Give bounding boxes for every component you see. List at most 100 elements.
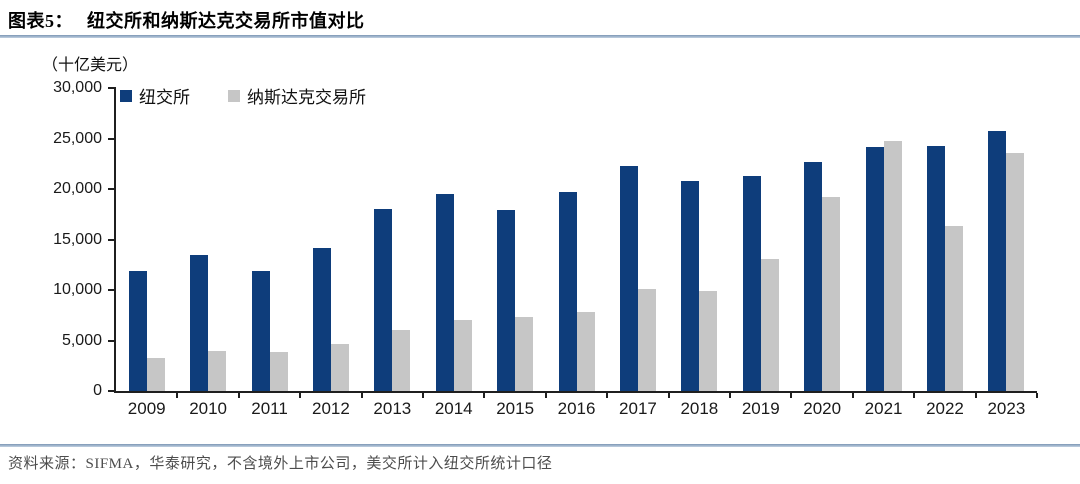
x-axis-tick-2014 xyxy=(483,393,486,398)
y-axis-label-20000: 20,000 xyxy=(53,180,102,197)
legend-label-nasdaq: 纳斯达克交易所 xyxy=(247,88,366,107)
bar-group-2016: 2016 xyxy=(546,88,609,418)
bar-nasdaq-2011 xyxy=(269,352,288,391)
x-axis-label-2014: 2014 xyxy=(434,399,473,418)
bar-nyse-2019 xyxy=(742,176,761,391)
bar-nasdaq-2023 xyxy=(1006,153,1025,391)
x-axis-tick-2019 xyxy=(790,393,793,398)
y-axis-label-10000: 10,000 xyxy=(53,281,102,298)
bar-nyse-2021 xyxy=(865,147,884,391)
x-axis-label-2021: 2021 xyxy=(864,399,903,418)
bar-nasdaq-2018 xyxy=(699,291,718,391)
y-axis-label-5000: 5,000 xyxy=(61,331,102,349)
y-axis-tick-25000 xyxy=(108,137,116,140)
bar-nasdaq-2017 xyxy=(637,289,656,391)
axis-unit-label: （十亿美元） xyxy=(42,57,139,74)
header-divider xyxy=(0,35,1080,38)
y-axis-label-15000: 15,000 xyxy=(53,230,102,248)
bar-group-2009: 2009 xyxy=(116,88,179,418)
chart-legend: 纽交所 纳斯达克交易所 xyxy=(120,83,366,108)
bar-group-2012: 2012 xyxy=(300,88,363,418)
x-axis-label-2018: 2018 xyxy=(680,399,719,418)
bar-group-2010: 2010 xyxy=(177,88,240,418)
plot-area: 纽交所 纳斯达克交易所 2009 2010 2011 2012 2013 2014 2015… xyxy=(53,79,1039,418)
x-axis-label-2013: 2013 xyxy=(373,399,412,418)
bar-nyse-2023 xyxy=(988,131,1007,391)
bar-nasdaq-2015 xyxy=(515,317,534,391)
bar-group-2015: 2015 xyxy=(484,88,547,418)
bar-nasdaq-2021 xyxy=(883,141,902,391)
bar-nasdaq-2020 xyxy=(822,197,841,391)
y-axis-label-0: 0 xyxy=(93,382,102,399)
source-note: 资料来源：SIFMA，华泰研究，不含境外上市公司，美交所计入纽交所统计口径 xyxy=(8,456,553,472)
bar-nyse-2009 xyxy=(128,271,147,391)
y-axis-tick-0 xyxy=(108,390,116,392)
legend-item-nasdaq: 纳斯达克交易所 xyxy=(228,83,366,108)
bar-nasdaq-2019 xyxy=(760,259,779,391)
x-axis-label-2009: 2009 xyxy=(127,399,166,418)
y-axis-tick-15000 xyxy=(108,238,116,241)
x-axis-tick-2009 xyxy=(176,393,179,398)
bar-group-2017: 2017 xyxy=(607,88,670,418)
bar-nyse-2022 xyxy=(926,146,945,391)
chart-title-row: 图表5： 纽交所和纳斯达克交易所市值对比 xyxy=(8,7,365,33)
bar-group-2019: 2019 xyxy=(730,88,793,418)
x-axis-tick-2017 xyxy=(667,393,670,398)
figure-label: 图表5： xyxy=(8,11,73,31)
x-axis-label-2011: 2011 xyxy=(251,399,288,418)
bar-nyse-2015 xyxy=(497,210,516,391)
x-axis-tick-2016 xyxy=(606,393,609,398)
x-axis-tick-2022 xyxy=(974,393,977,398)
footer-divider xyxy=(0,444,1080,447)
bar-group-2013: 2013 xyxy=(362,88,425,418)
bar-nasdaq-2010 xyxy=(208,351,227,391)
legend-label-nyse: 纽交所 xyxy=(139,88,190,107)
x-axis-label-2015: 2015 xyxy=(496,399,535,418)
bar-groups: 2009 2010 2011 2012 2013 2014 2015 2016 2017 2018… xyxy=(116,88,1039,418)
y-axis-tick-30000 xyxy=(108,87,116,89)
bar-nasdaq-2014 xyxy=(453,320,472,391)
x-axis-label-2017: 2017 xyxy=(619,399,657,418)
bar-nyse-2010 xyxy=(190,255,209,391)
bar-nasdaq-2016 xyxy=(576,312,595,391)
bar-group-2021: 2021 xyxy=(853,88,916,418)
x-axis-tick-2012 xyxy=(360,393,363,398)
y-axis-label-30000: 30,000 xyxy=(53,79,102,96)
y-axis-tick-20000 xyxy=(108,188,116,190)
x-axis-label-2020: 2020 xyxy=(803,399,842,418)
bar-nasdaq-2009 xyxy=(146,358,165,391)
bar-nyse-2013 xyxy=(374,209,393,391)
x-axis-tick-2010 xyxy=(237,393,240,398)
x-axis-label-2016: 2016 xyxy=(557,399,596,418)
nasdaq-swatch-icon xyxy=(228,89,240,102)
bar-nyse-2018 xyxy=(681,181,700,391)
bar-nyse-2020 xyxy=(804,162,823,391)
page-title: 纽交所和纳斯达克交易所市值对比 xyxy=(87,11,365,31)
x-axis-tick-2018 xyxy=(729,393,732,398)
x-axis-tick-2020 xyxy=(851,393,854,398)
bar-group-2011: 2011 xyxy=(239,88,302,418)
bar-group-2014: 2014 xyxy=(423,88,486,418)
bar-nyse-2016 xyxy=(558,192,577,391)
bar-group-2020: 2020 xyxy=(791,88,854,418)
bar-nasdaq-2013 xyxy=(392,330,411,391)
y-axis-tick-10000 xyxy=(108,289,116,291)
x-axis-tick-2011 xyxy=(299,393,302,398)
x-axis-tick-2013 xyxy=(422,393,425,398)
bar-nyse-2012 xyxy=(312,248,331,391)
x-axis-label-2019: 2019 xyxy=(741,399,780,418)
x-axis-label-2023: 2023 xyxy=(987,399,1026,418)
bar-nyse-2011 xyxy=(251,271,270,391)
bar-nyse-2017 xyxy=(619,166,638,391)
x-axis-label-2010: 2010 xyxy=(189,399,228,418)
bar-nasdaq-2012 xyxy=(330,344,349,391)
nyse-swatch-icon xyxy=(120,89,132,102)
x-axis-tick-2023 xyxy=(1036,393,1039,398)
x-axis-tick-2015 xyxy=(544,393,547,398)
bar-nasdaq-2022 xyxy=(944,226,963,391)
bar-group-2022: 2022 xyxy=(914,88,977,418)
y-axis-label-25000: 25,000 xyxy=(53,129,102,147)
x-axis-tick-2021 xyxy=(913,393,916,398)
y-axis-tick-5000 xyxy=(108,339,116,342)
